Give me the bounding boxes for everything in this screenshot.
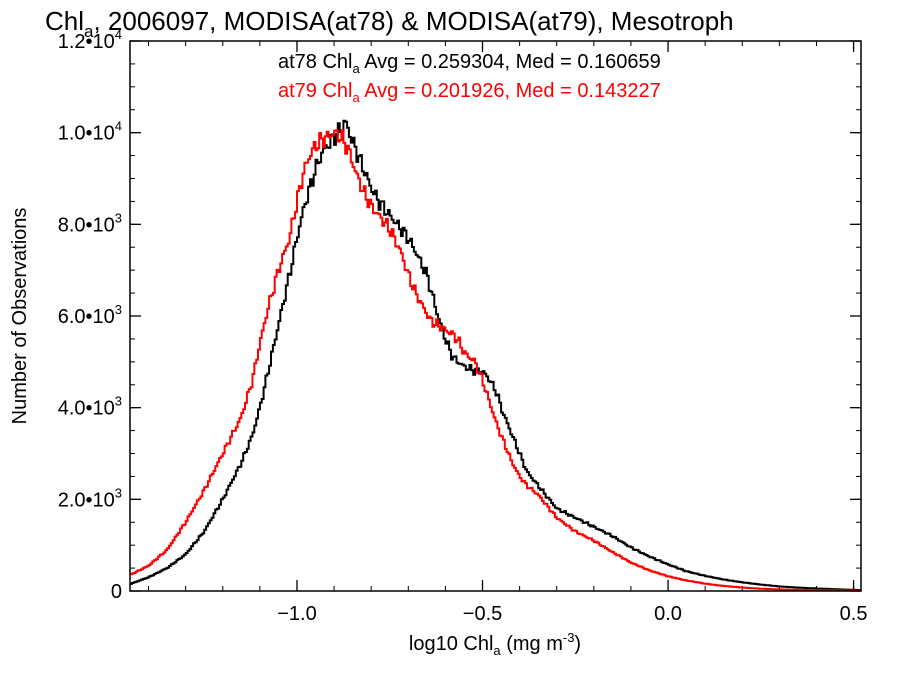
series-at79-line: [130, 129, 861, 592]
axis-ticks: [130, 40, 861, 592]
y-tick-label: 2.0•103: [58, 485, 122, 511]
plot-frame: [129, 40, 862, 592]
y-tick-label: 8.0•103: [58, 210, 122, 236]
annotation-at79: at79 Chla Avg = 0.201926, Med = 0.143227: [278, 80, 661, 105]
x-tick-label: 0.0: [654, 603, 682, 625]
x-tick-label: 0.5: [840, 603, 868, 625]
y-tick-label: 0: [111, 581, 122, 603]
chart-title: Chla, 2006097, MODISA(at78) & MODISA(at7…: [45, 6, 734, 41]
y-tick-label: 6.0•103: [58, 302, 122, 328]
y-tick-label: 4.0•103: [58, 394, 122, 420]
y-tick-label: 1.0•104: [58, 119, 122, 145]
y-tick-labels: 0 2.0•103 4.0•103 6.0•103 8.0•103 1.0•104 1.2•…: [58, 27, 122, 603]
x-tick-labels: −1.0 −0.5 0.0 0.5: [277, 603, 867, 625]
x-tick-label: −0.5: [463, 603, 502, 625]
series-group: [130, 119, 861, 592]
x-tick-label: −1.0: [277, 603, 316, 625]
series-at78-line: [130, 119, 861, 592]
y-tick-label: 1.2•104: [58, 27, 122, 53]
x-axis-label: log10 Chla (mg m-3): [409, 630, 581, 658]
y-axis-label: Number of Observations: [9, 208, 31, 425]
annotation-at78: at78 Chla Avg = 0.259304, Med = 0.160659: [278, 51, 661, 76]
